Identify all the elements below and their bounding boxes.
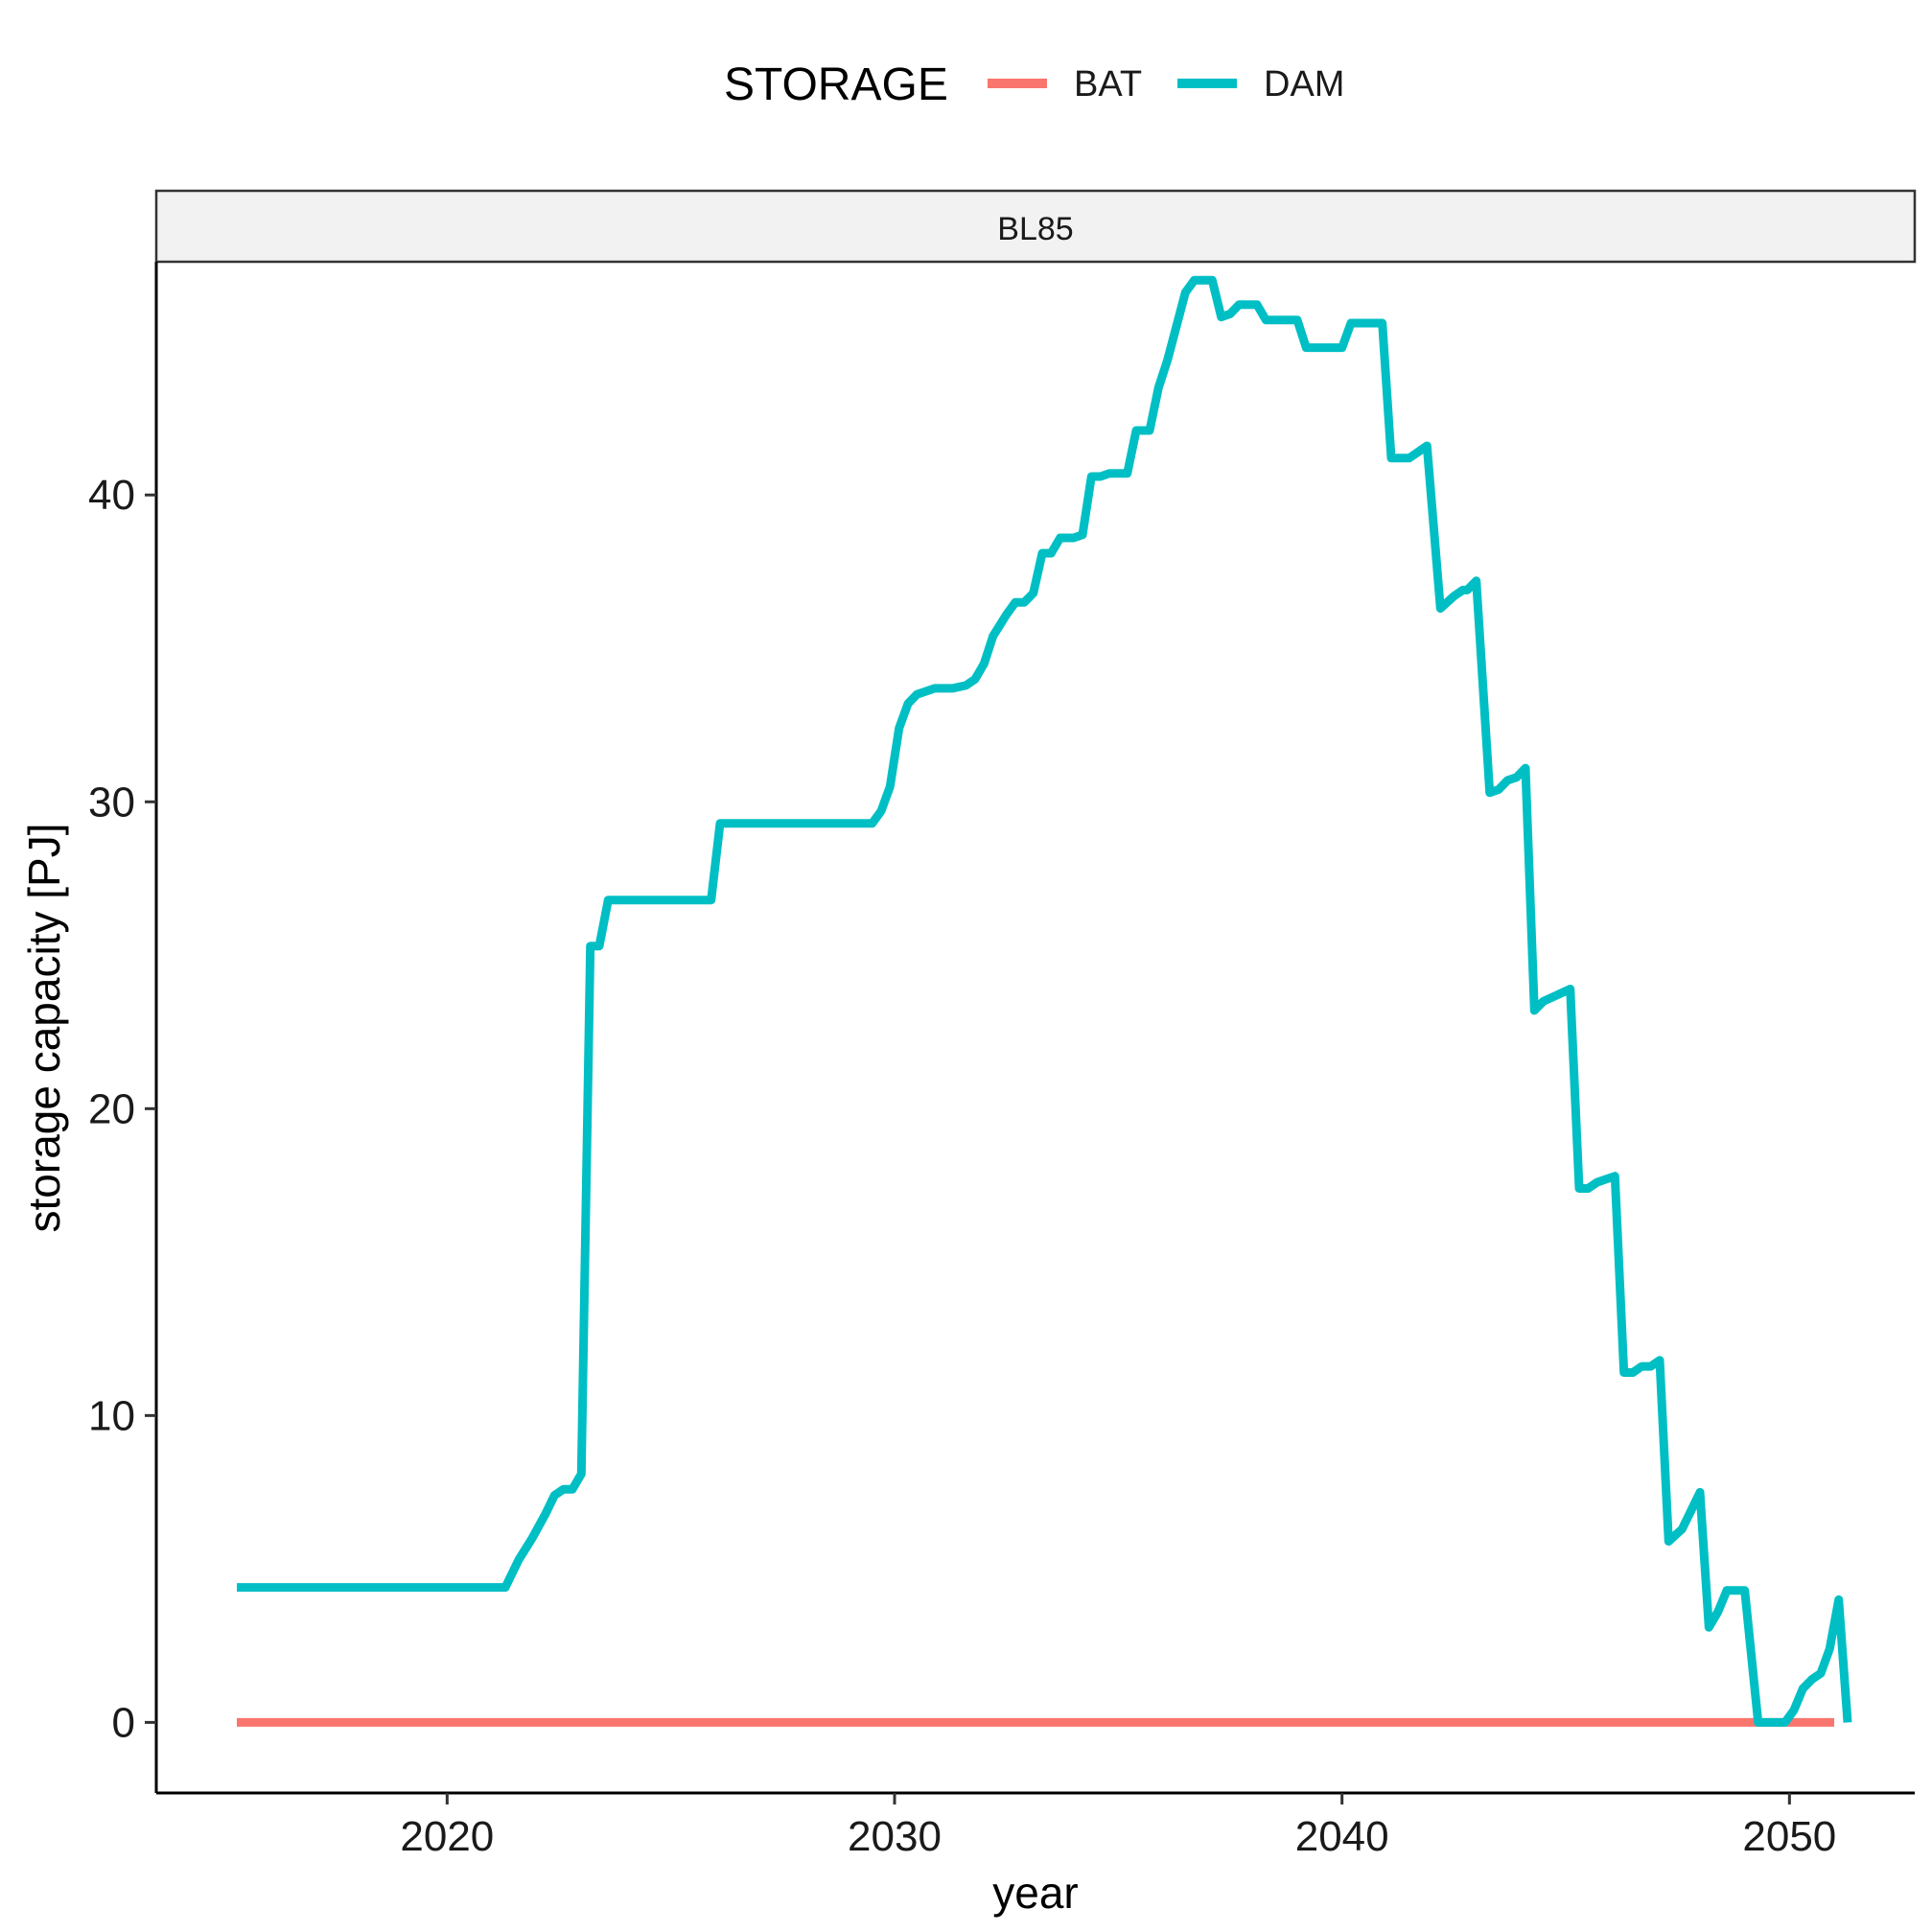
legend-label-dam: DAM	[1264, 64, 1344, 105]
y-tick-label-20: 20	[88, 1085, 135, 1132]
facet-strip-label: BL85	[997, 211, 1073, 247]
facet-strip-background	[154, 189, 1917, 264]
x-tick-label-2020: 2020	[400, 1813, 494, 1860]
x-tick-label-2040: 2040	[1295, 1813, 1389, 1860]
x-axis-title: year	[992, 1868, 1078, 1918]
x-tick-label-2030: 2030	[848, 1813, 942, 1860]
y-axis-ticks: 0 10 20 30 40	[88, 472, 156, 1746]
legend-label-bat: BAT	[1074, 64, 1142, 105]
y-tick-label-10: 10	[88, 1392, 135, 1439]
y-tick-label-0: 0	[112, 1699, 135, 1746]
y-tick-label-30: 30	[88, 779, 135, 826]
legend-title: STORAGE	[724, 59, 948, 110]
series-layer	[237, 275, 1852, 1727]
y-axis-title: storage capacity [PJ]	[19, 824, 69, 1233]
series-line-dam	[237, 275, 1852, 1727]
facet-strip: BL85	[154, 189, 1917, 264]
x-tick-label-2050: 2050	[1742, 1813, 1836, 1860]
x-axis-ticks: 2020 2030 2040 2050	[400, 1793, 1836, 1860]
y-tick-label-40: 40	[88, 472, 135, 519]
legend: STORAGE BAT DAM	[724, 59, 1344, 110]
